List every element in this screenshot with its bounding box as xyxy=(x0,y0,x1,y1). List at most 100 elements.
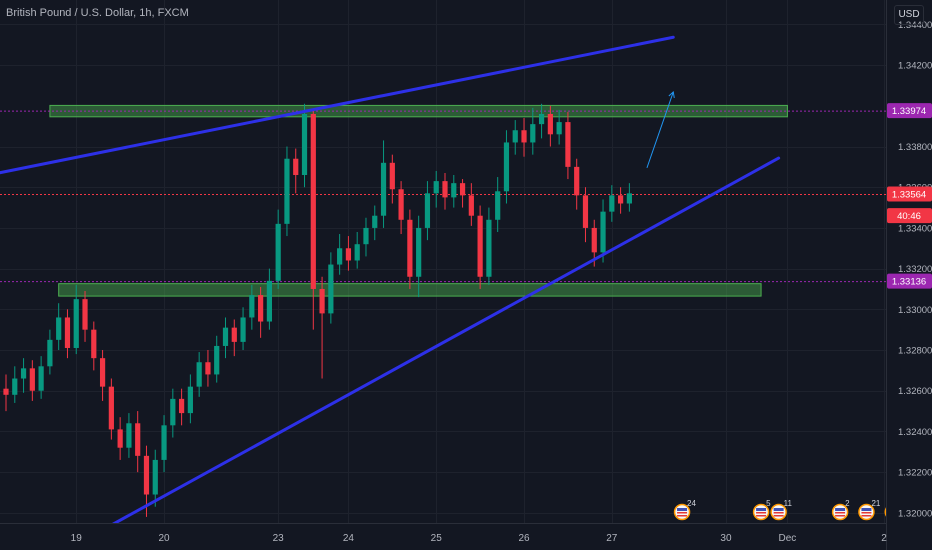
candle-body xyxy=(337,248,343,265)
candle-body xyxy=(275,223,281,281)
candle-body xyxy=(82,299,88,330)
price-axis-tick: 1.32400 xyxy=(898,427,932,438)
candle-body xyxy=(345,248,352,261)
time-axis-tick: 25 xyxy=(431,533,443,544)
flag-icon-stripe xyxy=(773,515,784,517)
candle-body xyxy=(161,425,167,460)
price-axis-tick: 1.32000 xyxy=(898,508,932,519)
event-count: 5 xyxy=(766,499,771,508)
candle-body xyxy=(512,130,518,143)
time-axis-tick: 30 xyxy=(720,533,732,544)
flag-icon-stripe xyxy=(773,512,784,514)
candle-body xyxy=(170,398,176,426)
lower-trendline xyxy=(109,156,781,527)
candle-body xyxy=(424,193,431,228)
candle-body xyxy=(591,227,597,253)
candle-body xyxy=(521,130,527,143)
candle-body xyxy=(389,162,395,190)
price-axis-tick: 1.33800 xyxy=(898,142,932,153)
candle-body xyxy=(372,215,378,228)
event-count: 24 xyxy=(687,499,696,508)
candle-body xyxy=(64,317,71,348)
price-tag-label: 1.33564 xyxy=(892,190,926,201)
flag-icon-stripe xyxy=(835,512,846,514)
candle-body xyxy=(451,183,457,198)
symbol-title[interactable]: British Pound / U.S. Dollar, 1h, FXCM xyxy=(6,7,189,19)
candle-body xyxy=(179,398,185,414)
flag-icon-stripe xyxy=(861,512,872,514)
candle-body xyxy=(117,429,123,448)
candle-body xyxy=(618,195,624,204)
candle-body xyxy=(135,423,141,456)
flag-icon-stripe xyxy=(756,515,767,517)
event-count: 11 xyxy=(784,499,793,508)
event-marker[interactable]: 2 xyxy=(831,499,851,521)
flag-icon-canton xyxy=(756,508,767,511)
time-axis-tick: 20 xyxy=(158,533,170,544)
time-axis: 19 20 23 24 25 26 27 30 Dec 2 xyxy=(71,533,888,544)
candle-body xyxy=(556,122,562,135)
candle-body xyxy=(626,193,632,204)
flag-icon-canton xyxy=(835,508,846,511)
price-axis-tick: 1.32800 xyxy=(898,346,932,357)
price-tags: 1.33974 1.33564 40:46 1.33136 xyxy=(887,103,932,289)
event-marker[interactable]: 21 xyxy=(858,499,881,521)
candle-body xyxy=(547,113,553,135)
time-axis-tick: 23 xyxy=(273,533,285,544)
time-axis-tick: 27 xyxy=(606,533,618,544)
flag-icon-stripe xyxy=(835,515,846,517)
candle-body xyxy=(29,368,35,391)
candle-body xyxy=(56,317,62,340)
candle-body xyxy=(380,162,387,216)
candle-body xyxy=(582,195,589,228)
time-axis-tick: 24 xyxy=(343,533,355,544)
flag-icon-stripe xyxy=(677,512,688,514)
candle-body xyxy=(38,366,44,391)
flag-icon-canton xyxy=(861,508,872,511)
flag-icon-stripe xyxy=(756,512,767,514)
event-count: 2 xyxy=(845,499,850,508)
candle-body xyxy=(503,142,510,192)
event-marker[interactable]: 5 xyxy=(752,499,772,521)
candle-body xyxy=(301,113,308,176)
candle-body xyxy=(284,158,290,224)
projection-arrow-head xyxy=(668,90,675,98)
flag-icon-stripe xyxy=(677,515,688,517)
time-axis-tick: 19 xyxy=(71,533,83,544)
event-marker[interactable]: 11 xyxy=(770,499,793,521)
price-tag xyxy=(887,273,932,289)
candle-body xyxy=(258,295,264,322)
candle-body xyxy=(407,219,413,277)
event-marker[interactable]: 24 xyxy=(673,499,697,521)
candle-body xyxy=(214,345,220,375)
candle-body xyxy=(416,227,422,277)
candle-body xyxy=(196,362,202,387)
candle-body xyxy=(459,183,466,196)
flag-icon-stripe xyxy=(861,515,872,517)
candle-body xyxy=(12,378,18,395)
candle-body xyxy=(565,122,571,167)
candle-body xyxy=(319,288,325,314)
currency-button[interactable]: USD xyxy=(894,5,924,25)
candle-body xyxy=(266,280,272,322)
candle-body xyxy=(222,327,229,346)
time-axis-tick: 26 xyxy=(518,533,530,544)
price-axis-tick: 1.32200 xyxy=(898,468,932,479)
candlestick-series xyxy=(3,103,632,517)
candle-body xyxy=(91,329,97,359)
time-axis-tick: Dec xyxy=(779,533,797,544)
price-tag xyxy=(887,186,932,202)
candle-body xyxy=(152,459,158,495)
price-axis-tick: 1.32600 xyxy=(898,386,932,397)
candle-body xyxy=(143,455,150,495)
candle-body xyxy=(538,113,545,125)
price-tag-label: 1.33974 xyxy=(892,106,926,117)
candle-body xyxy=(126,423,132,448)
candle-body xyxy=(310,113,316,289)
time-axis-background xyxy=(0,523,932,550)
candle-body xyxy=(574,166,580,196)
candle-body xyxy=(442,181,448,198)
price-axis-tick: 1.33200 xyxy=(898,264,932,275)
